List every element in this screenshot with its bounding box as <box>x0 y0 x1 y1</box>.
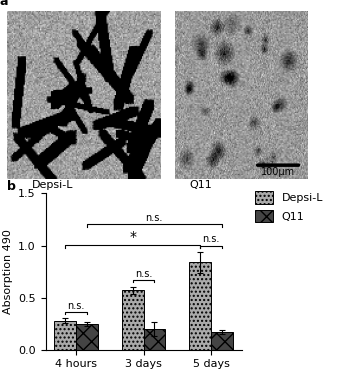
Text: 100μm: 100μm <box>261 167 295 177</box>
Text: Depsi-L: Depsi-L <box>32 180 73 190</box>
Text: n.s.: n.s. <box>146 213 163 223</box>
Legend: Depsi-L, Q11: Depsi-L, Q11 <box>255 191 323 222</box>
Text: *: * <box>129 230 136 244</box>
Bar <box>144 329 165 350</box>
Bar <box>189 262 211 350</box>
Text: b: b <box>7 180 16 193</box>
Text: a: a <box>0 0 8 8</box>
Bar <box>54 321 76 350</box>
Bar <box>211 332 233 350</box>
Text: Q11: Q11 <box>189 180 212 190</box>
Y-axis label: Absorption 490: Absorption 490 <box>2 229 13 314</box>
Text: n.s.: n.s. <box>135 269 152 279</box>
Bar <box>76 324 98 350</box>
Text: n.s.: n.s. <box>202 234 220 244</box>
Text: n.s.: n.s. <box>67 301 85 311</box>
Bar <box>122 290 144 350</box>
